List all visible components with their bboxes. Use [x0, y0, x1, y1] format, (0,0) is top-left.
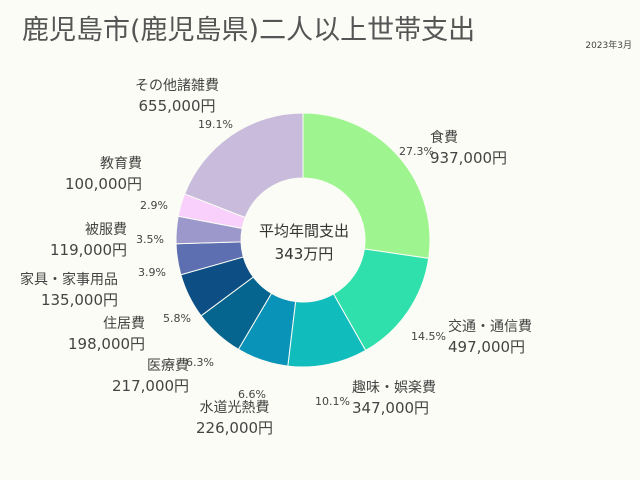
slice-name: 水道光熱費: [199, 400, 270, 416]
slice-value: 347,000円: [352, 399, 430, 417]
slice-label-7: 被服費 119,000円: [50, 220, 127, 260]
slice-percent: 3.5%: [136, 233, 164, 246]
slice-value: 217,000円: [112, 377, 190, 395]
slice-label-3: 水道光熱費 226,000円: [196, 398, 273, 438]
slice-name: 被服費: [85, 222, 128, 238]
slice-label-0: 食費 937,000円: [430, 128, 507, 168]
slice-name: 住居費: [103, 316, 146, 332]
slice-value: 226,000円: [196, 419, 274, 437]
slice-percent: 19.1%: [198, 118, 233, 131]
slice-name: その他諸雑費: [135, 78, 219, 94]
slice-percent: 14.5%: [411, 330, 446, 343]
slice-name: 教育費: [100, 156, 143, 172]
slice-name: 医療費: [147, 358, 190, 374]
slice-name: 家具・家事用品: [20, 272, 118, 288]
slice-label-5: 住居費 198,000円: [68, 314, 145, 354]
slice-value: 100,000円: [65, 175, 143, 193]
slice-name: 交通・通信費: [448, 319, 532, 335]
slice-label-4: 医療費 217,000円: [112, 356, 189, 396]
slice-value: 937,000円: [430, 149, 508, 167]
slice-label-2: 趣味・娯楽費 347,000円: [352, 378, 436, 418]
slice-percent: 10.1%: [315, 395, 350, 408]
slice-percent: 27.3%: [399, 145, 434, 158]
slice-percent: 3.9%: [138, 266, 166, 279]
slice-value: 655,000円: [138, 97, 216, 115]
slice-label-1: 交通・通信費 497,000円: [448, 317, 532, 357]
slice-percent: 5.8%: [163, 312, 191, 325]
slice-percent: 6.3%: [186, 356, 214, 369]
slice-value: 135,000円: [40, 291, 118, 309]
center-label-title: 平均年間支出: [258, 222, 349, 240]
slice-percent: 2.9%: [140, 199, 168, 212]
slice-value: 198,000円: [68, 335, 146, 353]
slice-label-6: 家具・家事用品 135,000円: [20, 270, 118, 310]
slice-name: 食費: [430, 130, 458, 146]
slice-label-8: 教育費 100,000円: [65, 154, 142, 194]
slice-label-9: その他諸雑費 655,000円: [135, 76, 219, 116]
slice-value: 497,000円: [448, 338, 526, 356]
donut-hole: [241, 178, 365, 302]
chart-title: 鹿児島市(鹿児島県)二人以上世帯支出: [22, 15, 476, 46]
slice-percent: 6.6%: [238, 388, 266, 401]
center-label-total: 343万円: [274, 245, 334, 263]
slice-value: 119,000円: [50, 241, 128, 259]
chart-date: 2023年3月: [585, 41, 632, 51]
slice-name: 趣味・娯楽費: [352, 380, 436, 396]
